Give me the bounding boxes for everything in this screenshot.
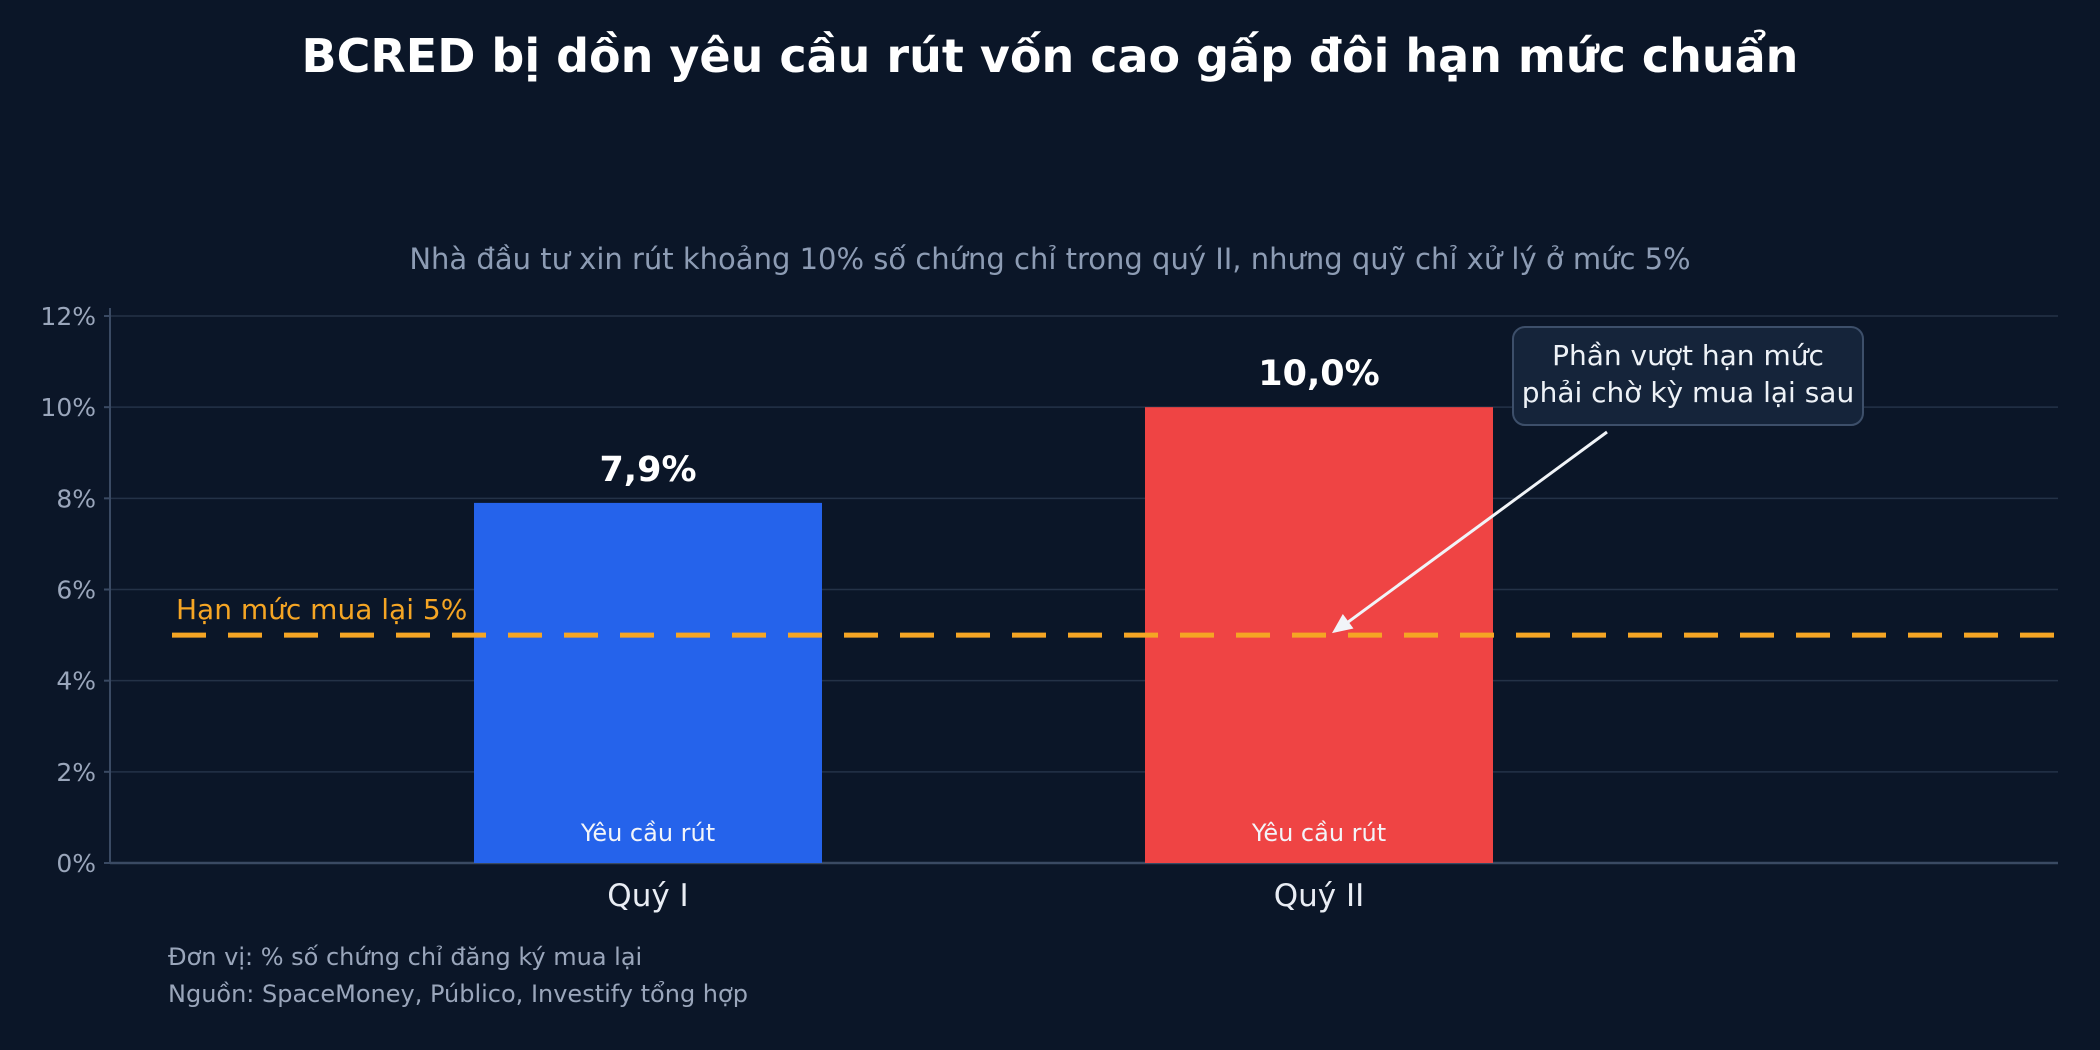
annotation: Phần vượt hạn mức phải chờ kỳ mua lại sau (1332, 326, 1864, 634)
y-tick-label: 4% (56, 667, 96, 696)
annotation-box (1512, 326, 1864, 426)
threshold-label: Hạn mức mua lại 5% (176, 593, 467, 626)
annotation-text: phải chờ kỳ mua lại sau (1522, 376, 1854, 409)
annotation-arrow (1343, 430, 1608, 627)
bar-labels: 7,9% Yêu cầu rút Quý I 10,0% Yêu cầu rút Quý … (580, 354, 1386, 914)
gridlines (109, 308, 2058, 865)
footnote-unit: Đơn vị: % số chứng chỉ đăng ký mua lại (168, 943, 642, 971)
y-tick-label: 12% (40, 302, 96, 331)
y-tick-label: 0% (56, 849, 96, 878)
bar-inner-label: Yêu cầu rút (1251, 819, 1386, 847)
y-tick-label: 6% (56, 576, 96, 605)
chart-title: BCRED bị dồn yêu cầu rút vốn cao gấp đôi… (302, 29, 1799, 83)
y-tick-label: 2% (56, 758, 96, 787)
bar-value-label: 10,0% (1258, 354, 1379, 394)
annotation-text: Phần vượt hạn mức (1552, 339, 1824, 372)
chart-subtitle: Nhà đầu tư xin rút khoảng 10% số chứng c… (409, 242, 1690, 276)
x-category-label: Quý II (1274, 878, 1365, 914)
y-tick-label: 10% (40, 393, 96, 422)
y-axis-ticks: 0% 2% 4% 6% 8% 10% 12% (40, 302, 110, 878)
bar (474, 502, 822, 863)
y-tick-label: 8% (56, 484, 96, 513)
threshold: Hạn mức mua lại 5% (172, 593, 2058, 638)
bar-inner-label: Yêu cầu rút (580, 819, 715, 847)
x-category-label: Quý I (607, 878, 688, 914)
bar-value-label: 7,9% (599, 450, 696, 490)
footnote-source: Nguồn: SpaceMoney, Público, Investify tổ… (168, 980, 748, 1008)
annotation-arrowhead (1332, 614, 1354, 634)
